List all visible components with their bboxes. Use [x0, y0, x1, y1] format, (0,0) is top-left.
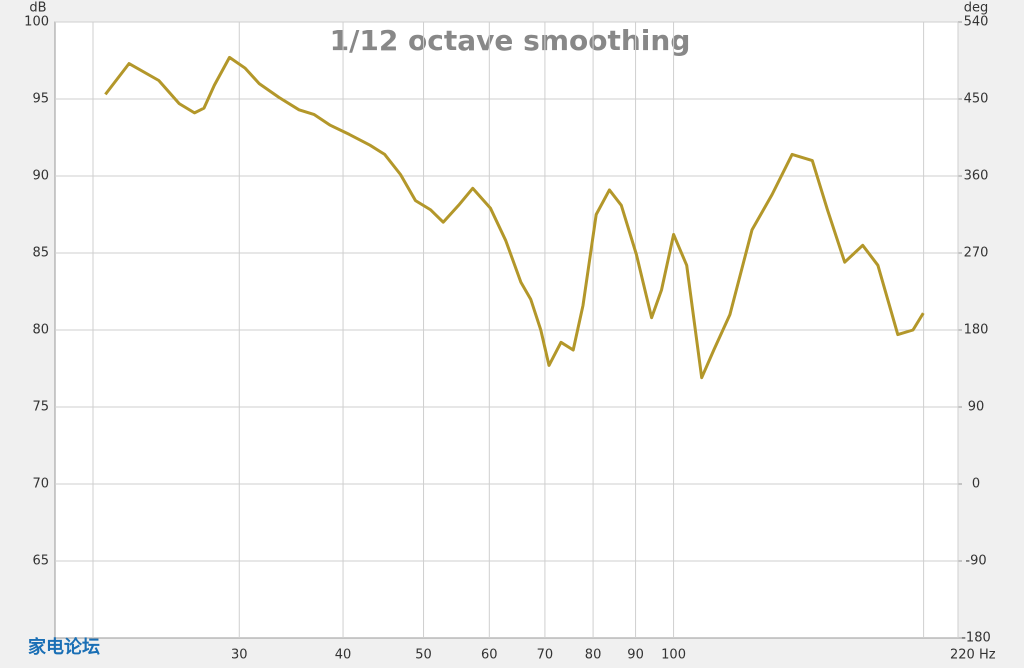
x-tick-label: 40	[335, 648, 352, 663]
x-tick-label: 70	[537, 648, 554, 663]
y2-tick-label: -180	[961, 631, 991, 646]
y2-tick-label: 90	[968, 400, 985, 415]
y-tick-label: 75	[32, 400, 49, 415]
y2-tick-label: 450	[964, 92, 989, 107]
y2-tick-label: 360	[964, 169, 989, 184]
y-tick-label: 80	[32, 323, 49, 338]
x-tick-label: 100	[661, 648, 686, 663]
y2-tick-label: 180	[964, 323, 989, 338]
y2-tick-label: -90	[965, 554, 986, 569]
x-tick-label: 220 Hz	[950, 648, 996, 663]
y-tick-label: 70	[32, 477, 49, 492]
x-tick-label: 80	[585, 648, 602, 663]
y-tick-label: 65	[32, 554, 49, 569]
x-tick-label: 50	[415, 648, 432, 663]
chart-title: 1/12 octave smoothing	[330, 24, 691, 57]
y-tick-label: 90	[32, 169, 49, 184]
y-tick-label: 85	[32, 246, 49, 261]
y2-axis-unit: deg	[964, 1, 989, 16]
y2-tick-label: 270	[964, 246, 989, 261]
watermark: 家电论坛	[28, 636, 100, 658]
y-axis-unit: dB	[29, 1, 46, 16]
y-tick-label: 100	[24, 15, 49, 30]
x-tick-label: 30	[231, 648, 248, 663]
x-tick-label: 90	[627, 648, 644, 663]
y-tick-label: 95	[32, 92, 49, 107]
line-series	[104, 55, 925, 380]
x-tick-label: 60	[481, 648, 498, 663]
y2-tick-label: 0	[972, 477, 980, 492]
y2-tick-label: 540	[964, 15, 989, 30]
